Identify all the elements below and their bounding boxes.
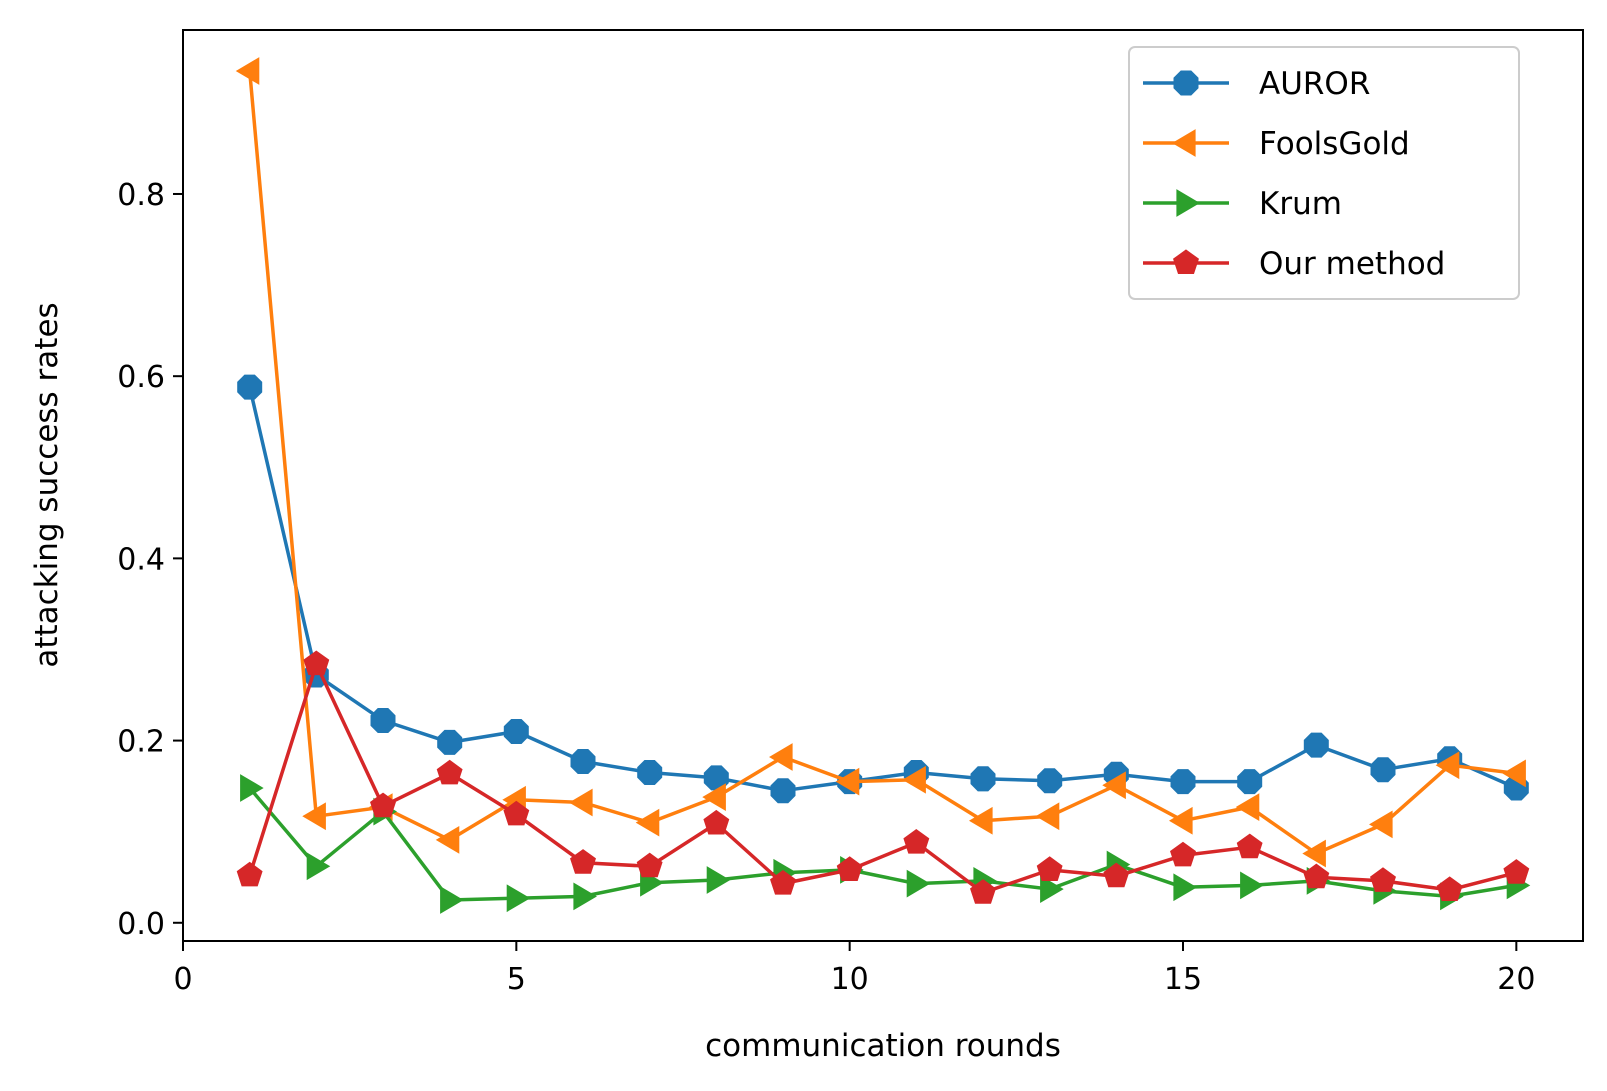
y-axis-label: attacking success rates (29, 302, 65, 667)
data-point (573, 882, 597, 911)
data-point (1170, 769, 1196, 795)
data-point (637, 760, 663, 785)
series-foolsgold (235, 57, 1526, 868)
data-point (969, 806, 993, 835)
plot-frame (182, 29, 1584, 942)
x-tick-label: 5 (507, 962, 526, 997)
legend-swatch-marker (1173, 249, 1199, 274)
data-point (506, 884, 531, 913)
series-layer (235, 57, 1531, 914)
legend: AUROR FoolsGold Krum Our method (1128, 46, 1520, 300)
data-point (1503, 859, 1530, 884)
data-point (1035, 802, 1060, 831)
data-point (703, 809, 730, 835)
legend-label: AUROR (1259, 66, 1370, 102)
data-point (440, 886, 464, 914)
data-point (769, 743, 793, 771)
data-point (503, 800, 530, 826)
x-tick-label: 0 (173, 962, 192, 997)
data-point (970, 879, 996, 904)
data-point (1103, 862, 1130, 888)
data-point (570, 749, 596, 774)
data-point (370, 792, 396, 818)
y-tick-label: 0.8 (117, 178, 165, 213)
series-our-method (236, 650, 1530, 904)
legend-label: Our method (1259, 246, 1445, 282)
data-point (237, 374, 263, 400)
y-tick-label: 0.2 (117, 725, 165, 760)
data-point (1302, 839, 1326, 868)
data-point (503, 719, 529, 744)
data-point (1236, 833, 1263, 859)
data-point (303, 650, 330, 676)
x-tick-label: 10 (831, 962, 869, 997)
y-axis: 0.0 0.2 0.4 0.6 0.8 (117, 178, 183, 942)
y-tick-label: 0.6 (117, 360, 165, 395)
data-point (903, 828, 930, 854)
data-point (1303, 863, 1330, 889)
data-point (1037, 768, 1063, 794)
data-point (770, 869, 796, 895)
data-point (235, 57, 260, 85)
data-point (836, 856, 863, 881)
data-point (1102, 771, 1126, 800)
data-point (1435, 751, 1460, 780)
x-axis: 0 5 10 15 20 (173, 941, 1535, 997)
data-point (1370, 757, 1396, 783)
legend-item: Our method (1143, 246, 1445, 282)
data-point (370, 708, 396, 733)
data-point (306, 852, 331, 881)
y-tick-label: 0.0 (117, 907, 165, 942)
legend-label: Krum (1259, 186, 1342, 222)
legend-swatch-marker (1172, 129, 1196, 157)
data-point (1036, 856, 1063, 881)
data-point (906, 869, 931, 898)
data-point (706, 866, 731, 894)
data-point (1040, 875, 1064, 903)
data-point (970, 766, 996, 792)
data-point (1502, 759, 1526, 788)
data-point (1235, 793, 1260, 821)
data-point (1369, 810, 1393, 839)
legend-label: FoolsGold (1259, 126, 1410, 162)
x-axis-label: communication rounds (705, 1028, 1061, 1064)
data-point (1237, 769, 1263, 795)
data-point (1170, 841, 1196, 867)
data-point (1169, 806, 1193, 835)
x-tick-label: 20 (1497, 962, 1535, 997)
data-point (835, 767, 860, 796)
legend-swatch-marker (1176, 189, 1200, 217)
data-point (570, 849, 596, 874)
data-point (1436, 876, 1463, 901)
data-point (240, 774, 264, 802)
legend-item: FoolsGold (1143, 126, 1410, 162)
data-point (569, 788, 593, 817)
data-point (902, 765, 926, 794)
data-point (1303, 732, 1329, 758)
series-line (247, 70, 1517, 856)
data-point (702, 783, 726, 811)
data-point (302, 802, 326, 831)
legend-swatch-marker (1173, 70, 1199, 96)
data-point (1240, 871, 1264, 900)
y-tick-label: 0.4 (117, 542, 165, 577)
data-point (635, 808, 660, 837)
data-point (1370, 867, 1396, 892)
data-point (437, 729, 463, 755)
legend-box (1128, 46, 1520, 300)
data-point (1173, 873, 1197, 902)
data-point (435, 826, 460, 854)
legend-item: Krum (1143, 186, 1342, 222)
legend-item: AUROR (1143, 66, 1370, 102)
data-point (236, 861, 263, 887)
data-point (770, 778, 796, 804)
series-auror (237, 374, 1529, 804)
data-point (436, 759, 463, 785)
x-tick-label: 15 (1164, 962, 1202, 997)
data-point (636, 852, 663, 878)
